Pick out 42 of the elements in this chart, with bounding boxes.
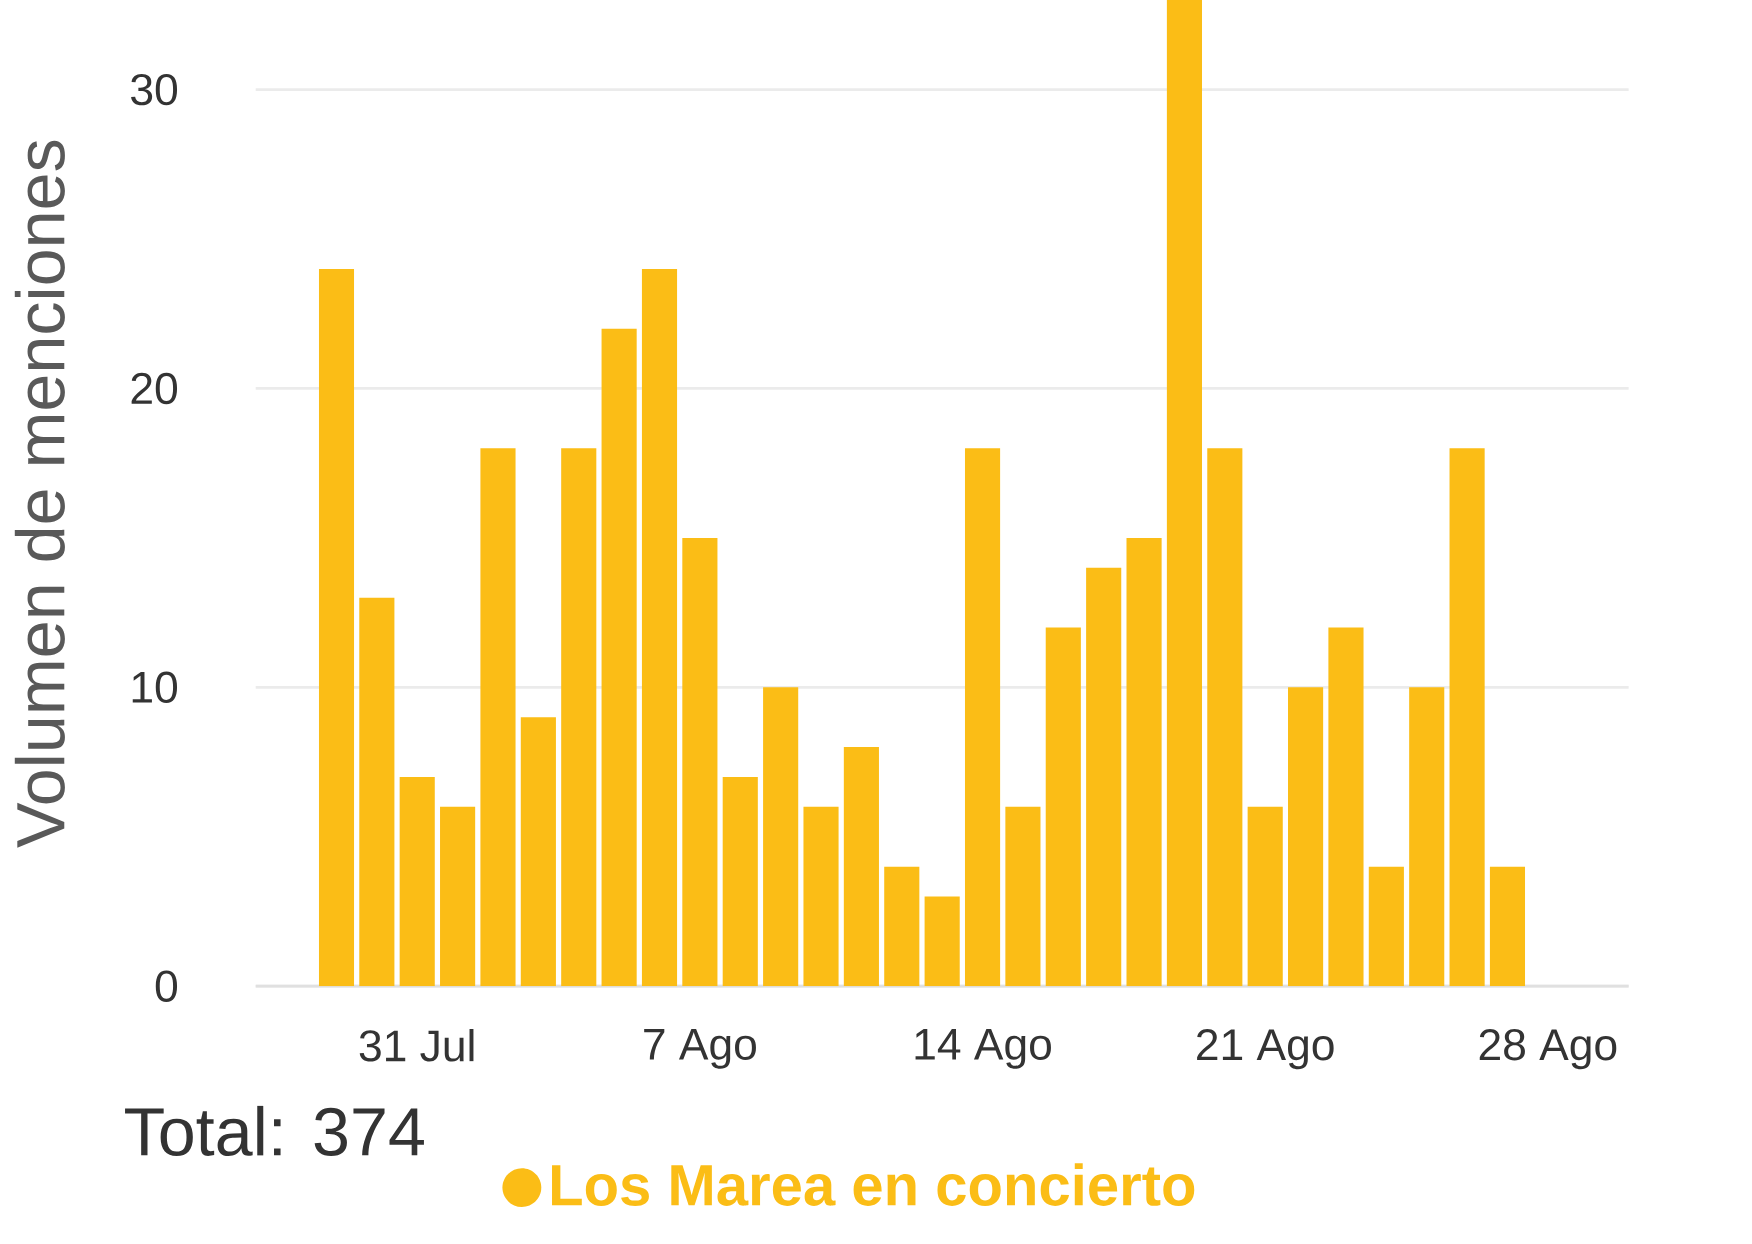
y-tick-label: 0 — [155, 970, 178, 1003]
x-tick-label: 14 Ago — [915, 1029, 1051, 1069]
bar — [641, 269, 678, 987]
bar — [722, 777, 758, 987]
x-tick-label: 21 Ago — [1197, 1029, 1334, 1070]
bar — [440, 807, 476, 987]
bar — [359, 597, 395, 987]
bar — [924, 896, 960, 987]
bar — [1489, 866, 1526, 987]
bar — [561, 448, 597, 987]
bar — [884, 866, 920, 987]
bar — [763, 687, 799, 987]
bar — [601, 328, 637, 987]
bar — [1288, 687, 1324, 987]
text: Total: 374 — [125, 1106, 424, 1157]
bar — [1126, 538, 1162, 987]
x-tick-label: 31 Jul — [359, 1029, 474, 1062]
bar — [480, 448, 516, 987]
bar — [1409, 687, 1445, 987]
bar — [1045, 627, 1081, 987]
y-tick-label: 30 — [131, 74, 178, 106]
bar — [1449, 448, 1485, 987]
x-tick-label: 28 Ago — [1479, 1029, 1617, 1070]
bar — [1207, 448, 1243, 987]
bar — [1328, 627, 1364, 987]
x-tick-label: 7 Ago — [644, 1029, 756, 1069]
bar — [1247, 807, 1283, 987]
bar — [1005, 807, 1041, 987]
y-tick-label: 20 — [131, 372, 178, 405]
bar — [520, 717, 556, 987]
bar — [964, 448, 1001, 987]
bar — [682, 538, 718, 987]
bar — [803, 807, 839, 987]
bar — [1368, 866, 1404, 987]
bar — [843, 747, 879, 987]
legend-label: Los Marea en concierto — [552, 1163, 1195, 1207]
y-axis-title: Volumen de menciones — [14, 140, 65, 848]
bar — [1086, 567, 1122, 987]
bar — [399, 777, 435, 987]
bar — [318, 269, 355, 987]
bar — [1166, 0, 1203, 987]
y-tick-label: 10 — [132, 671, 178, 704]
